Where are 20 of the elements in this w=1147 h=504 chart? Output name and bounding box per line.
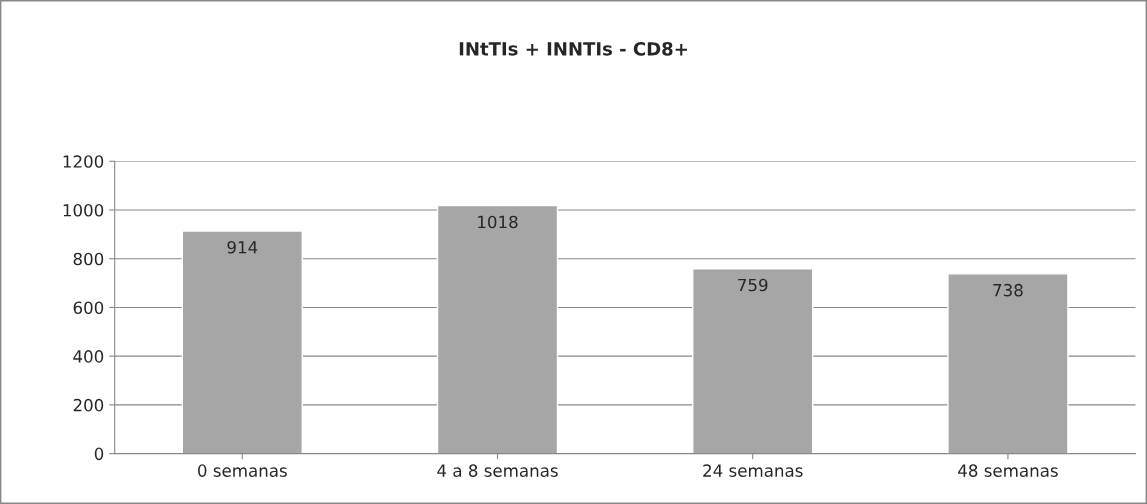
chart-title: INtTIs + INNTIs - CD8+ — [459, 41, 687, 56]
x-tick-label: 0 semanas — [198, 464, 287, 477]
bar — [947, 273, 1069, 454]
y-tick-label: 1200 — [63, 155, 104, 168]
bar — [181, 230, 303, 454]
bar — [692, 268, 814, 454]
y-tick-label: 400 — [73, 350, 104, 363]
data-label: 759 — [738, 278, 768, 292]
x-tick-label: 24 semanas — [703, 464, 803, 477]
x-tick-label: 4 a 8 semanas — [437, 464, 558, 477]
y-tick-label: 1000 — [63, 203, 104, 217]
data-label: 914 — [227, 240, 258, 254]
y-tick-label: 0 — [94, 447, 104, 461]
data-label: 738 — [993, 283, 1023, 297]
bar — [436, 204, 559, 454]
y-tick-label: 800 — [73, 252, 104, 266]
y-tick-label: 200 — [73, 398, 104, 412]
x-tick-label: 48 semanas — [958, 464, 1058, 477]
data-label: 1018 — [478, 215, 518, 229]
y-tick-label: 600 — [73, 301, 104, 315]
